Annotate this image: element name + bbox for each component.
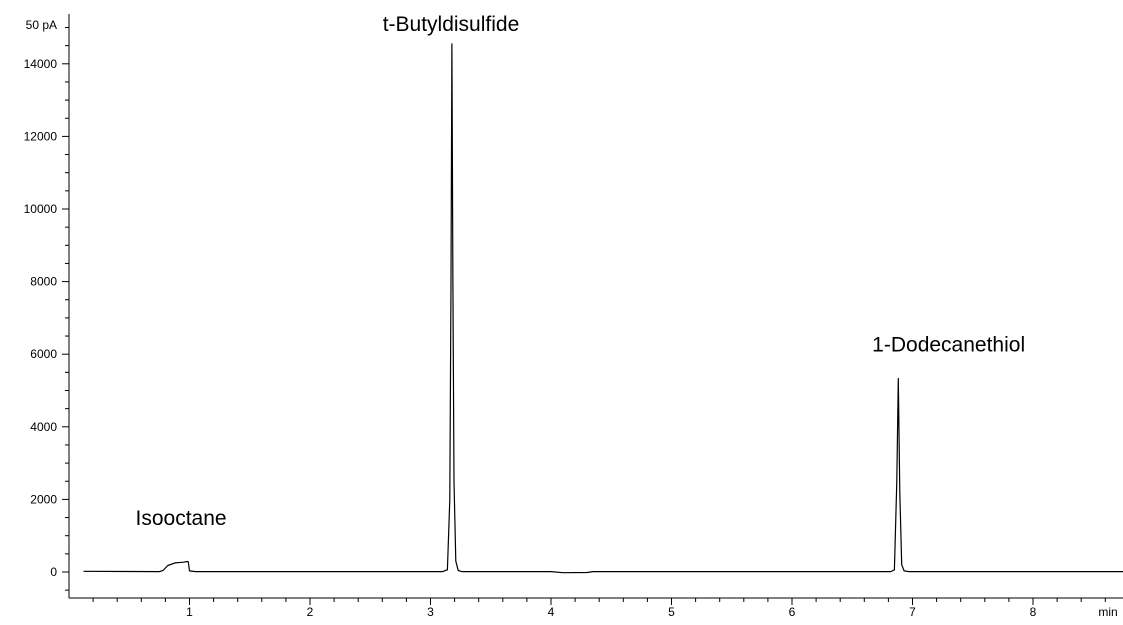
y-tick-label: 6000 bbox=[30, 347, 57, 361]
y-tick-label: 10000 bbox=[24, 202, 58, 216]
x-tick-label: 2 bbox=[307, 605, 314, 619]
peak-annotations: Isooctane t-Butyldisulfide 1-Dodecanethiol bbox=[136, 13, 1026, 530]
x-tick-label: 3 bbox=[427, 605, 434, 619]
peak-label: 1-Dodecanethiol bbox=[872, 333, 1025, 356]
x-tick-label: 6 bbox=[789, 605, 796, 619]
y-tick-label: 4000 bbox=[30, 420, 57, 434]
x-tick-label: 8 bbox=[1030, 605, 1037, 619]
x-tick-label: 1 bbox=[186, 605, 193, 619]
series-group bbox=[84, 44, 1123, 573]
x-tick-label: 4 bbox=[548, 605, 555, 619]
y-tick-label: 12000 bbox=[24, 129, 58, 143]
x-tick-label: 7 bbox=[909, 605, 916, 619]
y-tick-label: 2000 bbox=[30, 492, 57, 506]
x-tick-label: 5 bbox=[668, 605, 675, 619]
peak-label: Isooctane bbox=[136, 507, 227, 530]
y-tick-label: 0 bbox=[50, 565, 57, 579]
x-axis-unit-label: min bbox=[1098, 605, 1117, 619]
peak-label: t-Butyldisulfide bbox=[383, 13, 520, 36]
y-axis-unit-label: 50 pA bbox=[26, 18, 57, 32]
chromatogram-trace bbox=[84, 44, 1123, 573]
y-tick-label: 14000 bbox=[24, 57, 58, 71]
y-tick-label: 8000 bbox=[30, 275, 57, 289]
